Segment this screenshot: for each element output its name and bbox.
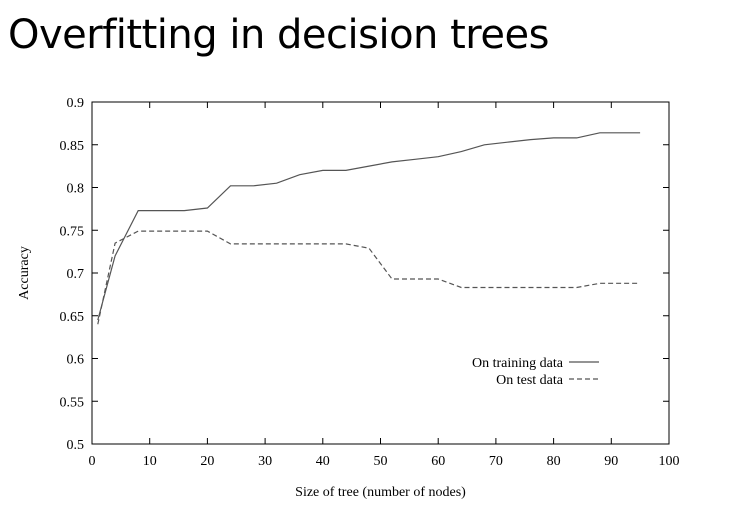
- plot-frame: [91, 101, 670, 445]
- y-tick-label: 0.8: [67, 182, 85, 197]
- x-tick-label: 70: [489, 454, 503, 469]
- x-tick-label: 90: [604, 454, 618, 469]
- slide-title: Overfitting in decision trees: [8, 12, 549, 58]
- x-tick-label: 80: [547, 454, 561, 469]
- x-tick-label: 100: [659, 454, 680, 469]
- x-axis-label: Size of tree (number of nodes): [295, 485, 466, 500]
- x-tick-label: 40: [316, 454, 330, 469]
- y-tick-label: 0.55: [60, 395, 85, 410]
- x-tick-label: 50: [374, 454, 388, 469]
- legend-label-training: On training data: [472, 356, 564, 371]
- y-tick-label: 0.75: [60, 224, 85, 239]
- y-axis-label: Accuracy: [17, 246, 32, 300]
- y-tick-label: 0.7: [67, 267, 85, 282]
- y-tick-label: 0.6: [67, 353, 85, 368]
- y-tick-label: 0.85: [60, 139, 85, 154]
- x-tick-label: 60: [431, 454, 445, 469]
- y-tick-label: 0.65: [60, 310, 85, 325]
- y-tick-label: 0.9: [67, 96, 85, 111]
- x-tick-label: 0: [89, 454, 96, 469]
- legend-label-test: On test data: [496, 373, 564, 388]
- series-line-training: [97, 132, 641, 321]
- x-tick-label: 20: [200, 454, 214, 469]
- y-tick-label: 0.5: [67, 438, 85, 453]
- x-tick-label: 10: [143, 454, 157, 469]
- x-tick-label: 30: [258, 454, 272, 469]
- series-line-test: [97, 230, 641, 325]
